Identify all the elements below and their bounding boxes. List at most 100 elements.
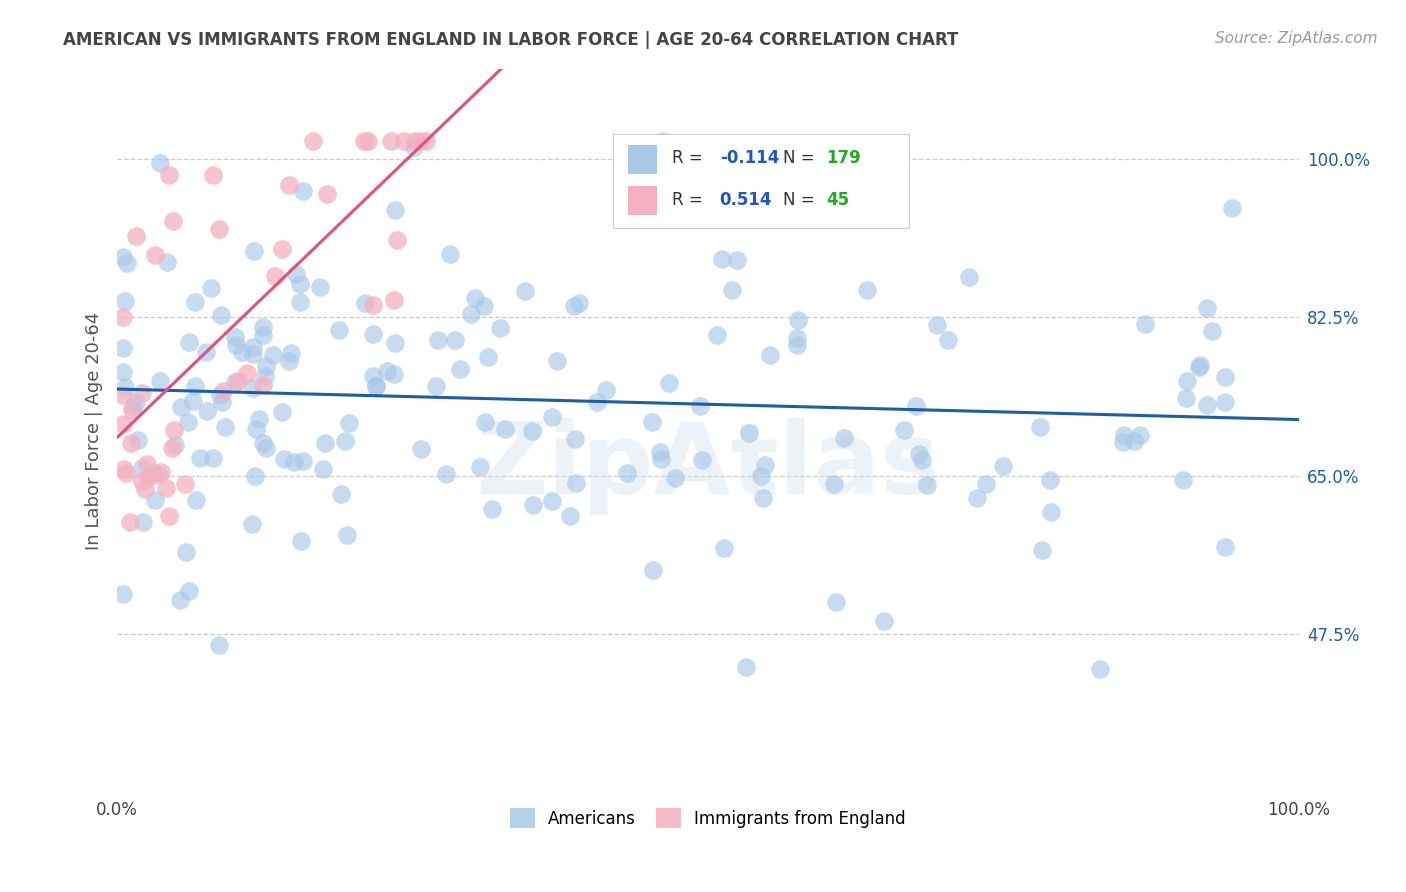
Point	[477, 350, 499, 364]
Point	[209, 308, 232, 322]
Point	[1133, 317, 1156, 331]
Point	[786, 312, 808, 326]
Point	[468, 459, 491, 474]
Point	[131, 475, 153, 489]
Point	[112, 417, 135, 432]
Point	[915, 478, 938, 492]
Text: R =: R =	[672, 149, 709, 168]
Point	[254, 368, 277, 383]
Point	[385, 233, 408, 247]
Point	[118, 516, 141, 530]
Point	[214, 420, 236, 434]
Point	[1188, 360, 1211, 375]
Point	[658, 376, 681, 390]
Point	[252, 320, 274, 334]
Point	[280, 346, 302, 360]
Point	[366, 379, 388, 393]
Point	[112, 342, 135, 356]
Point	[143, 492, 166, 507]
Point	[115, 255, 138, 269]
Point	[262, 348, 284, 362]
Point	[336, 528, 359, 542]
Point	[738, 426, 761, 441]
Point	[893, 424, 915, 438]
Point	[231, 345, 253, 359]
Point	[690, 453, 713, 467]
Point	[195, 404, 218, 418]
Point	[425, 379, 447, 393]
Point	[520, 424, 543, 438]
Point	[247, 412, 270, 426]
Point	[112, 250, 135, 264]
Point	[114, 293, 136, 308]
Point	[936, 333, 959, 347]
Point	[121, 400, 143, 414]
Point	[384, 368, 406, 382]
Point	[1039, 473, 1062, 487]
Point	[541, 409, 564, 424]
Point	[114, 380, 136, 394]
Legend: Americans, Immigrants from England: Americans, Immigrants from England	[503, 801, 912, 835]
Point	[1220, 201, 1243, 215]
Point	[112, 462, 135, 476]
Point	[363, 298, 385, 312]
Point	[149, 466, 172, 480]
Point	[626, 165, 648, 179]
Point	[616, 466, 638, 480]
Point	[177, 415, 200, 429]
Point	[242, 347, 264, 361]
Point	[375, 364, 398, 378]
Point	[1213, 541, 1236, 555]
Point	[823, 476, 845, 491]
Point	[155, 481, 177, 495]
Point	[311, 462, 333, 476]
Point	[211, 395, 233, 409]
Point	[170, 400, 193, 414]
Point	[245, 422, 267, 436]
Point	[752, 491, 775, 505]
Point	[315, 187, 337, 202]
Point	[131, 386, 153, 401]
Point	[284, 267, 307, 281]
Point	[291, 453, 314, 467]
Point	[966, 491, 988, 505]
Point	[1197, 301, 1219, 316]
Point	[263, 268, 285, 283]
Point	[208, 638, 231, 652]
Point	[201, 451, 224, 466]
Point	[271, 405, 294, 419]
Point	[143, 248, 166, 262]
Point	[184, 295, 207, 310]
FancyBboxPatch shape	[627, 145, 657, 174]
Point	[380, 134, 402, 148]
Point	[143, 466, 166, 480]
Point	[162, 214, 184, 228]
Point	[426, 333, 449, 347]
Point	[127, 434, 149, 448]
Point	[411, 442, 433, 457]
Point	[786, 338, 808, 352]
Point	[202, 168, 225, 182]
Point	[759, 348, 782, 362]
Point	[439, 247, 461, 261]
Point	[309, 280, 332, 294]
Y-axis label: In Labor Force | Age 20-64: In Labor Force | Age 20-64	[86, 311, 103, 549]
Point	[254, 441, 277, 455]
Point	[243, 469, 266, 483]
Point	[910, 452, 932, 467]
Point	[361, 326, 384, 341]
Point	[565, 475, 588, 490]
Point	[959, 269, 981, 284]
Point	[824, 595, 846, 609]
Point	[163, 438, 186, 452]
Point	[1175, 391, 1198, 405]
Point	[905, 399, 928, 413]
Point	[749, 468, 772, 483]
Point	[513, 284, 536, 298]
Point	[855, 283, 877, 297]
Point	[156, 255, 179, 269]
Point	[236, 366, 259, 380]
Point	[131, 460, 153, 475]
Point	[174, 477, 197, 491]
Point	[1112, 428, 1135, 442]
